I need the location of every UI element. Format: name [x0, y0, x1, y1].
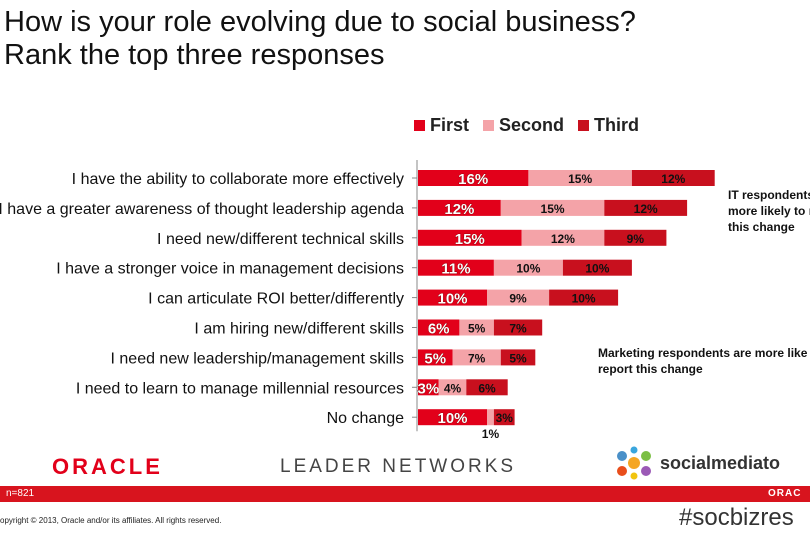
- data-label-first: 12%: [444, 201, 474, 218]
- category-label: I have a greater awareness of thought le…: [0, 201, 404, 218]
- data-label-third: 3%: [496, 411, 514, 425]
- marketing-note-line-1: Marketing respondents are more like: [598, 346, 808, 360]
- category-label: I need new leadership/management skills: [111, 350, 405, 367]
- legend: First Second Third: [414, 114, 653, 136]
- data-label-second: 15%: [541, 202, 565, 216]
- bar-segment-first: [418, 379, 439, 396]
- hashtag: #socbizres: [679, 504, 794, 531]
- bar-segment-first: [418, 199, 501, 216]
- data-label-first: 16%: [458, 171, 488, 188]
- bar-segment-first: [418, 319, 460, 336]
- bar-segment-first: [418, 409, 487, 426]
- legend-label-first: First: [430, 114, 470, 135]
- copyright: opyright © 2013, Oracle and/or its affil…: [0, 516, 222, 525]
- title-line-1: How is your role evolving due to social …: [4, 6, 636, 38]
- bar-segment-second: [452, 349, 501, 366]
- category-label: I need new/different technical skills: [157, 231, 404, 248]
- leader-networks-logo: LEADER NETWORKS: [280, 456, 517, 477]
- bar-segment-first: [418, 349, 453, 366]
- legend-swatch-third: [578, 119, 590, 131]
- footer-band: n=821 ORAC: [0, 486, 810, 502]
- bar-segment-second: [521, 229, 605, 246]
- data-label-third: 9%: [627, 232, 645, 246]
- it-note-line-1: IT respondents: [728, 188, 810, 202]
- data-label-first: 5%: [424, 350, 446, 367]
- data-label-second: 10%: [516, 262, 540, 276]
- bar-segment-second: [500, 199, 605, 216]
- stacked-bar-chart: I have the ability to collaborate more e…: [0, 160, 715, 441]
- bar-segment-second: [528, 170, 632, 186]
- logo-strip: ORACLE LEADER NETWORKS socialmediato: [0, 446, 810, 486]
- legend-label-third: Third: [594, 114, 640, 135]
- bar-segment-first: [418, 259, 494, 276]
- social-media-today-logo: socialmediato: [660, 453, 781, 473]
- data-label-third: 12%: [661, 172, 685, 186]
- chart-title: How is your role evolving due to social …: [4, 6, 810, 72]
- oracle-logo: ORACLE: [52, 454, 163, 479]
- data-label-first: 3%: [418, 380, 440, 397]
- bar-segment-third: [549, 289, 619, 306]
- data-label-third: 12%: [634, 202, 658, 216]
- data-label-second: 15%: [568, 172, 592, 186]
- category-label: I am hiring new/different skills: [194, 321, 404, 338]
- bar-segment-third: [631, 170, 715, 186]
- data-label-third: 10%: [572, 292, 596, 306]
- marketing-note-line-2: report this change: [598, 362, 703, 376]
- data-label-first: 15%: [455, 231, 485, 248]
- bar-segment-first: [418, 229, 522, 246]
- bar-segment-third: [466, 379, 508, 396]
- it-note-line-3: this change: [728, 220, 795, 234]
- data-label-first: 6%: [428, 321, 450, 338]
- it-note-line-2: more likely to r: [728, 204, 810, 218]
- it-note: IT respondents more likely to r this cha…: [728, 187, 810, 235]
- data-label-second: 1%: [482, 427, 500, 441]
- bar-segment-second: [487, 289, 550, 306]
- legend-item-second: Second: [483, 115, 564, 136]
- legend-item-third: Third: [578, 115, 639, 136]
- sample-size: n=821: [6, 488, 35, 499]
- marketing-note: Marketing respondents are more like repo…: [598, 345, 807, 377]
- bar-segment-third: [493, 409, 515, 426]
- legend-swatch-second: [483, 119, 495, 131]
- category-label: I need to learn to manage millennial res…: [76, 380, 404, 397]
- bar-segment-third: [500, 349, 536, 366]
- data-label-third: 6%: [478, 381, 496, 395]
- data-label-third: 7%: [509, 322, 527, 336]
- data-label-second: 7%: [468, 351, 486, 365]
- data-label-first: 11%: [441, 261, 470, 278]
- title-line-2: Rank the top three responses: [4, 39, 385, 71]
- bar-segment-second: [487, 409, 494, 426]
- data-label-second: 5%: [468, 322, 486, 336]
- data-label-third: 5%: [509, 351, 527, 365]
- category-label: I have a stronger voice in management de…: [56, 261, 404, 278]
- bar-segment-third: [604, 199, 688, 216]
- bar-segment-second: [493, 259, 563, 276]
- bar-segment-second: [438, 379, 467, 396]
- social-media-today-icon: [617, 446, 651, 480]
- data-label-first: 10%: [437, 291, 467, 308]
- data-label-first: 10%: [437, 410, 467, 427]
- category-label: No change: [327, 410, 404, 427]
- category-label: I have the ability to collaborate more e…: [72, 171, 404, 188]
- data-label-third: 10%: [585, 262, 609, 276]
- legend-item-first: First: [414, 115, 469, 136]
- data-label-second: 12%: [551, 232, 575, 246]
- category-label: I can articulate ROI better/differently: [148, 291, 404, 308]
- bar-segment-second: [459, 319, 494, 336]
- bar-segment-first: [418, 170, 529, 186]
- legend-label-second: Second: [499, 114, 565, 135]
- bar-segment-third: [562, 259, 632, 276]
- data-label-second: 9%: [509, 292, 527, 306]
- bar-segment-third: [604, 229, 667, 246]
- data-label-second: 4%: [444, 381, 462, 395]
- bar-segment-third: [493, 319, 543, 336]
- bar-segment-first: [418, 289, 487, 306]
- legend-swatch-first: [414, 119, 425, 131]
- oracle-small-logo: ORAC: [768, 488, 802, 499]
